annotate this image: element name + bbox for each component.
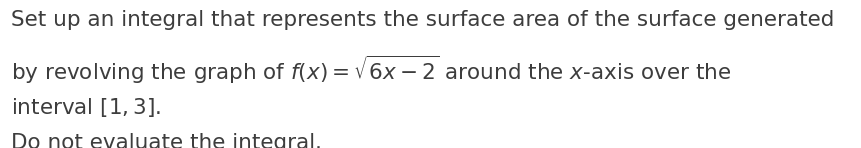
Text: interval $[1, 3]$.: interval $[1, 3]$. (11, 96, 162, 119)
Text: Set up an integral that represents the surface area of the surface generated: Set up an integral that represents the s… (11, 10, 833, 30)
Text: Do not evaluate the integral.: Do not evaluate the integral. (11, 133, 322, 148)
Text: by revolving the graph of $f(x) = \sqrt{6x-2}$ around the $x$-axis over the: by revolving the graph of $f(x) = \sqrt{… (11, 53, 730, 86)
